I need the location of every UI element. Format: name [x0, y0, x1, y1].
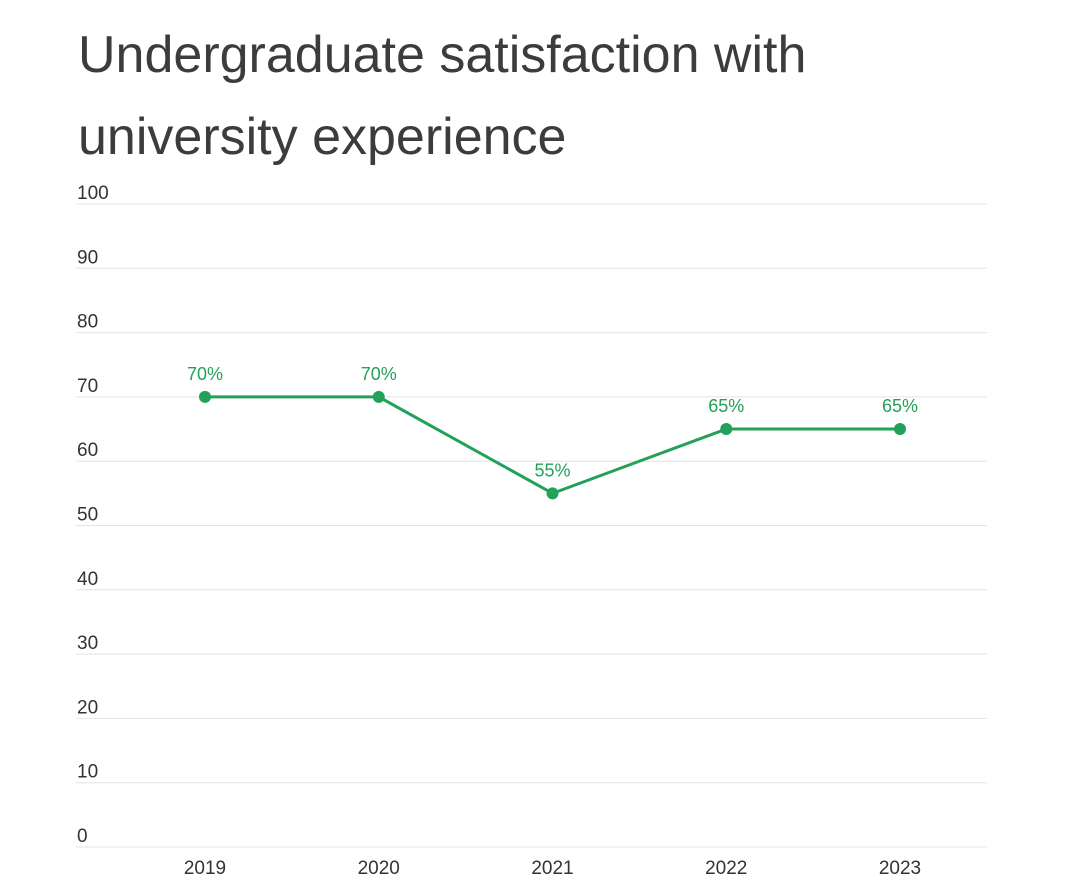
data-label: 70% [187, 364, 223, 384]
y-tick-label: 20 [77, 697, 98, 718]
x-tick-label: 2020 [358, 858, 400, 879]
x-axis-ticks: 2019 2020 2021 2022 2023 [184, 858, 921, 879]
data-label: 55% [534, 460, 570, 480]
y-tick-label: 90 [77, 247, 98, 268]
y-tick-label: 70 [77, 376, 98, 397]
data-point [199, 390, 211, 403]
data-labels: 70% 70% 55% 65% 65% [187, 364, 918, 480]
data-label: 65% [708, 396, 744, 416]
y-tick-label: 80 [77, 312, 98, 333]
y-tick-label: 0 [77, 826, 88, 847]
data-point [894, 423, 906, 436]
x-tick-label: 2019 [184, 858, 226, 879]
y-tick-label: 10 [77, 762, 98, 783]
x-tick-label: 2021 [531, 858, 573, 879]
data-point [720, 423, 733, 436]
y-tick-label: 40 [77, 569, 98, 590]
x-tick-label: 2023 [879, 858, 921, 879]
data-point [372, 390, 385, 403]
data-label: 70% [361, 364, 397, 384]
data-point [546, 487, 559, 500]
data-label: 65% [882, 396, 918, 416]
chart-title: Undergraduate satisfaction with universi… [78, 26, 807, 166]
y-tick-label: 100 [77, 183, 109, 204]
y-tick-label: 30 [77, 633, 98, 654]
y-tick-label: 60 [77, 440, 98, 461]
series-satisfaction [199, 390, 906, 500]
y-tick-label: 50 [77, 505, 98, 526]
gridlines [76, 203, 987, 848]
y-axis-ticks: 0 10 20 30 40 50 60 70 80 90 100 [77, 183, 109, 847]
x-tick-label: 2022 [705, 858, 747, 879]
